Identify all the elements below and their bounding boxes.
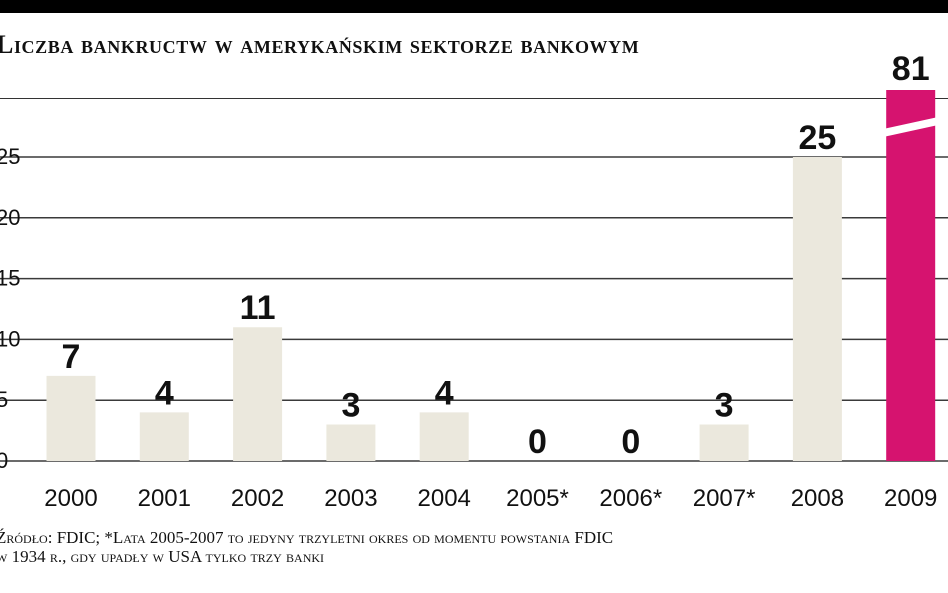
bar <box>233 327 283 461</box>
footnote-line-1: Źródło: FDIC; *Lata 2005-2007 to jedyny … <box>0 528 614 547</box>
data-label: 4 <box>155 374 174 412</box>
x-tick-label: 2003 <box>324 485 377 512</box>
y-tick-label: 20 <box>0 205 20 230</box>
x-tick-label: 2001 <box>138 485 191 512</box>
data-label: 3 <box>715 387 734 425</box>
y-tick-label: 0 <box>0 448 8 473</box>
y-tick-label: 15 <box>0 266 20 291</box>
data-label: 81 <box>892 50 930 88</box>
x-tick-label: 2007* <box>693 485 756 512</box>
x-tick-label: 2006* <box>599 485 662 512</box>
data-label: 0 <box>621 423 640 461</box>
data-label: 7 <box>62 338 81 376</box>
axis-break-mark <box>883 117 939 137</box>
chart-title: Liczba bankructw w amerykańskim sektorze… <box>0 30 640 59</box>
data-label: 4 <box>435 374 454 412</box>
bar <box>792 157 842 461</box>
y-tick-label: 25 <box>0 144 20 169</box>
data-label: 3 <box>341 387 360 425</box>
y-tick-label: 5 <box>0 387 8 412</box>
bar <box>139 412 189 461</box>
title-rule <box>0 98 948 99</box>
y-tick-label: 10 <box>0 326 20 351</box>
x-tick-label: 2005* <box>506 485 569 512</box>
bar <box>326 424 376 461</box>
data-label: 11 <box>240 289 276 327</box>
x-tick-label: 2000 <box>44 485 97 512</box>
top-bar <box>0 0 948 13</box>
data-label: 25 <box>798 119 836 157</box>
x-tick-label: 2004 <box>418 485 471 512</box>
bar <box>699 424 749 461</box>
bar <box>886 90 936 461</box>
bar-chart: 0 5 10 15 20 25 7 2000 4 2001 11 2002 3 2003 4 2004 0 200… <box>0 50 948 512</box>
x-tick-label: 2009 <box>884 485 937 512</box>
footnote: Źródło: FDIC; *Lata 2005-2007 to jedyny … <box>0 528 926 566</box>
footnote-line-2: w 1934 r., gdy upadły w USA tylko trzy b… <box>0 547 325 566</box>
bar <box>46 375 96 461</box>
x-tick-label: 2002 <box>231 485 284 512</box>
x-tick-label: 2008 <box>791 485 844 512</box>
data-label: 0 <box>528 423 547 461</box>
bar <box>419 412 469 461</box>
